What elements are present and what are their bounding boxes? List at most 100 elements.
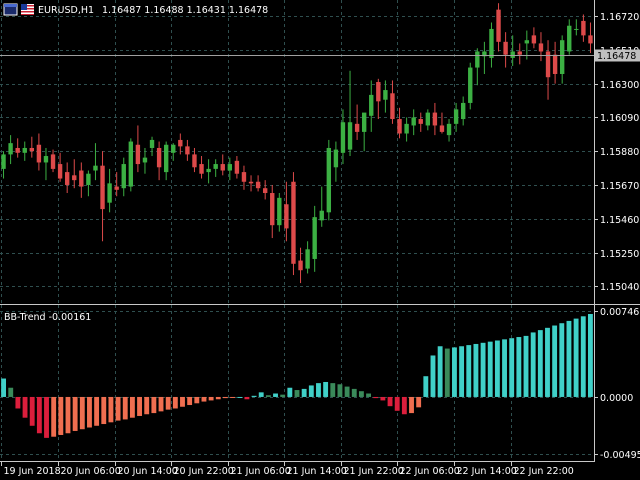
candle-body xyxy=(305,249,310,269)
histogram-bar xyxy=(8,387,14,397)
candle-body xyxy=(460,102,466,120)
candle-body xyxy=(149,139,155,148)
candle-body xyxy=(36,144,42,163)
flag-icon[interactable] xyxy=(21,4,34,15)
candle-body xyxy=(262,188,268,194)
candle-body xyxy=(418,119,423,124)
histogram-bar xyxy=(44,396,49,438)
time-tick-label: 20 Jun 22:00 xyxy=(174,466,234,477)
time-tick-label: 19 Jun 2018 xyxy=(4,466,61,477)
candle-body xyxy=(347,122,353,150)
histogram-bar xyxy=(573,318,579,397)
histogram-bar xyxy=(258,392,264,397)
candle-body xyxy=(411,117,416,126)
candle-body xyxy=(22,147,27,153)
candle-body xyxy=(185,146,190,155)
histogram-bar xyxy=(251,395,257,397)
candle-body xyxy=(319,210,324,221)
histogram-bar xyxy=(430,355,436,397)
histogram-bar xyxy=(366,393,371,397)
histogram-bar xyxy=(51,396,57,437)
histogram-bar xyxy=(358,391,364,397)
candle-body xyxy=(213,164,218,169)
histogram-bar xyxy=(1,378,7,397)
histogram-bar xyxy=(473,343,479,397)
candle-body xyxy=(255,181,261,189)
candle-body xyxy=(135,144,141,165)
histogram-bar xyxy=(65,396,71,434)
candle-body xyxy=(248,181,254,184)
candle-body xyxy=(545,51,551,78)
histogram-bar xyxy=(344,386,350,397)
histogram-bar xyxy=(101,396,107,425)
candle-body xyxy=(446,123,452,136)
candle-body xyxy=(333,149,339,168)
histogram-bar xyxy=(72,396,78,431)
histogram-bar xyxy=(58,396,64,435)
histogram-bar xyxy=(587,313,593,397)
histogram-bar xyxy=(129,396,135,418)
price-tick-label: 1.15250 xyxy=(600,249,639,260)
candle-body xyxy=(369,94,374,116)
candles xyxy=(1,3,593,284)
histogram-bar xyxy=(15,396,21,409)
histogram-bar xyxy=(165,396,171,410)
histogram-bar xyxy=(444,348,450,397)
histogram-bar xyxy=(230,396,236,398)
indicator-tick-label: 0.00746 xyxy=(600,307,639,318)
time-tick-label: 20 Jun 14:00 xyxy=(118,466,178,477)
candle-body xyxy=(361,112,367,132)
window-icon[interactable] xyxy=(3,3,18,16)
histogram-bar xyxy=(144,396,150,415)
candle-body xyxy=(50,154,56,169)
candle-body xyxy=(588,35,593,44)
indicator-histogram xyxy=(1,313,593,438)
candle-body xyxy=(100,165,105,210)
histogram-bar xyxy=(301,388,307,397)
candle-body xyxy=(29,147,35,152)
histogram-bar xyxy=(351,388,357,397)
candle-body xyxy=(192,154,197,168)
candle-body xyxy=(241,172,247,182)
candle-body xyxy=(524,40,530,44)
candle-body xyxy=(220,164,225,171)
histogram-bar xyxy=(566,320,572,397)
candle-body xyxy=(86,173,91,185)
candle-body xyxy=(574,28,579,30)
histogram-bar xyxy=(194,396,200,404)
candle-body xyxy=(270,193,275,226)
histogram-bar xyxy=(452,347,457,397)
candle-body xyxy=(298,260,303,271)
candle-body xyxy=(567,25,572,52)
histogram-bar xyxy=(201,396,207,402)
current-price-label: 1.16478 xyxy=(597,51,636,62)
candle-body xyxy=(531,35,537,44)
candle-body xyxy=(128,141,134,187)
histogram-bar xyxy=(516,337,522,397)
candle-body xyxy=(114,186,119,190)
price-tick-label: 1.15040 xyxy=(600,282,639,293)
histogram-bar xyxy=(337,384,343,397)
histogram-bar xyxy=(509,338,515,397)
histogram-bar xyxy=(94,396,100,426)
indicator-label: BB-Trend -0.00161 xyxy=(4,312,91,323)
price-tick-label: 1.16090 xyxy=(600,113,639,124)
candle-body xyxy=(489,28,494,58)
price-tick-label: 1.15880 xyxy=(600,147,639,158)
candle-body xyxy=(425,112,431,126)
candle-body xyxy=(206,168,211,173)
indicator-tick-label: -0.00495 xyxy=(600,450,640,461)
candle-body xyxy=(171,144,176,153)
candle-body xyxy=(8,143,13,155)
histogram-bar xyxy=(180,396,185,407)
candle-body xyxy=(291,181,296,264)
candle-body xyxy=(383,90,388,100)
histogram-bar xyxy=(172,396,178,409)
candle-body xyxy=(312,217,317,259)
candle-body xyxy=(72,175,77,181)
candle-body xyxy=(93,165,98,171)
symbol-label: EURUSD,H1 xyxy=(38,5,94,16)
histogram-bar xyxy=(223,396,228,399)
